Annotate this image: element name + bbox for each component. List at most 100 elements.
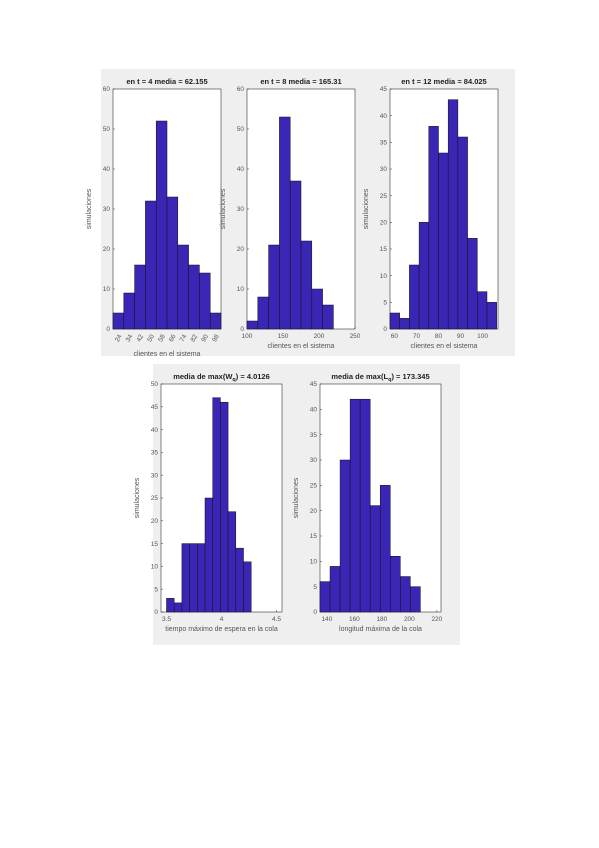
bar [329, 566, 341, 613]
x-tick-label: 24 [114, 333, 124, 343]
x-axis-label: tiempo máximo de espera en la cola [165, 626, 278, 633]
y-tick-label: 0 [154, 609, 158, 616]
y-tick-label: 15 [310, 533, 318, 540]
bar [400, 576, 411, 613]
chart-title: media de max(Wq) = 4.0126 [173, 372, 270, 383]
bar [339, 459, 351, 613]
y-tick-label: 10 [151, 564, 159, 571]
x-tick-label: 66 [168, 333, 178, 343]
bar [379, 485, 391, 613]
x-tick-label: 4.5 [272, 616, 281, 623]
x-tick-label: 160 [349, 616, 360, 623]
x-tick-label: 3.5 [162, 616, 171, 623]
y-tick-label: 25 [310, 483, 318, 490]
y-tick-label: 5 [383, 300, 387, 307]
y-tick-label: 20 [310, 508, 318, 515]
y-tick-label: 30 [310, 457, 318, 464]
bar [243, 561, 252, 613]
x-tick-label: 180 [376, 616, 387, 623]
y-tick-label: 0 [240, 326, 244, 333]
y-tick-label: 10 [380, 273, 388, 280]
y-tick-label: 40 [103, 166, 111, 173]
y-tick-label: 5 [154, 586, 158, 593]
x-tick-label: 80 [435, 333, 443, 340]
chart-title: media de max(Lq) = 173.345 [331, 372, 429, 383]
chart-title: en t = 4 media = 62.155 [126, 77, 207, 86]
y-tick-label: 25 [151, 495, 159, 502]
x-axis-label: clientes en el sistema [268, 343, 335, 350]
y-tick-label: 20 [237, 246, 245, 253]
bar [220, 401, 229, 613]
x-tick-label: 90 [457, 333, 465, 340]
y-tick-label: 0 [106, 326, 110, 333]
x-tick-label: 150 [278, 333, 289, 340]
bar [410, 586, 421, 613]
bar [467, 238, 478, 330]
x-tick-label: 200 [404, 616, 415, 623]
y-tick-label: 35 [310, 432, 318, 439]
y-tick-label: 15 [380, 246, 388, 253]
y-tick-label: 45 [151, 404, 159, 411]
y-tick-label: 60 [103, 86, 111, 93]
x-tick-label: 98 [211, 333, 221, 343]
x-tick-label: 4 [220, 616, 224, 623]
x-tick-label: 74 [179, 333, 189, 343]
x-axis-label: longitud máxima de la cola [339, 626, 422, 633]
bar [300, 240, 313, 330]
y-tick-label: 60 [237, 86, 245, 93]
x-tick-label: 58 [157, 333, 167, 343]
x-axis-label: clientes en el sistema [411, 343, 478, 350]
x-tick-label: 42 [136, 333, 146, 343]
y-tick-label: 5 [313, 584, 317, 591]
y-axis-label: simulaciones [86, 188, 93, 229]
x-axis-label: clientes en el sistema [134, 351, 201, 358]
y-tick-label: 40 [310, 407, 318, 414]
chart-title: en t = 12 media = 84.025 [401, 77, 486, 86]
y-tick-label: 20 [103, 246, 111, 253]
y-axis-label: simulaciones [293, 477, 300, 518]
y-tick-label: 10 [310, 559, 318, 566]
bar [369, 505, 381, 613]
x-tick-label: 100 [242, 333, 253, 340]
bar [457, 136, 468, 330]
y-tick-label: 10 [103, 286, 111, 293]
bar [390, 556, 401, 613]
y-tick-label: 30 [237, 206, 245, 213]
y-tick-label: 10 [237, 286, 245, 293]
y-tick-label: 45 [380, 86, 388, 93]
x-tick-label: 60 [391, 333, 399, 340]
bar [349, 398, 361, 613]
x-tick-label: 100 [477, 333, 488, 340]
x-tick-label: 250 [350, 333, 361, 340]
y-tick-label: 50 [151, 381, 159, 388]
y-tick-label: 30 [380, 166, 388, 173]
x-tick-label: 90 [200, 333, 210, 343]
y-axis-label: simulaciones [363, 188, 370, 229]
y-tick-label: 0 [313, 609, 317, 616]
y-axis-label: simulaciones [220, 188, 227, 229]
y-tick-label: 15 [151, 541, 159, 548]
bar [322, 304, 334, 330]
x-tick-label: 140 [321, 616, 332, 623]
bar [359, 398, 371, 613]
y-tick-label: 25 [380, 193, 388, 200]
x-tick-label: 200 [314, 333, 325, 340]
x-tick-label: 70 [413, 333, 421, 340]
y-tick-label: 0 [383, 326, 387, 333]
x-tick-label: 34 [125, 333, 135, 343]
y-tick-label: 50 [103, 126, 111, 133]
x-tick-label: 82 [190, 333, 200, 343]
y-tick-label: 45 [310, 381, 318, 388]
y-tick-label: 50 [237, 126, 245, 133]
y-tick-label: 20 [151, 518, 159, 525]
chart-title: en t = 8 media = 165.31 [260, 77, 341, 86]
x-tick-label: 50 [146, 333, 156, 343]
y-axis-label: simulaciones [134, 477, 141, 518]
bar [486, 302, 497, 330]
y-tick-label: 40 [151, 427, 159, 434]
